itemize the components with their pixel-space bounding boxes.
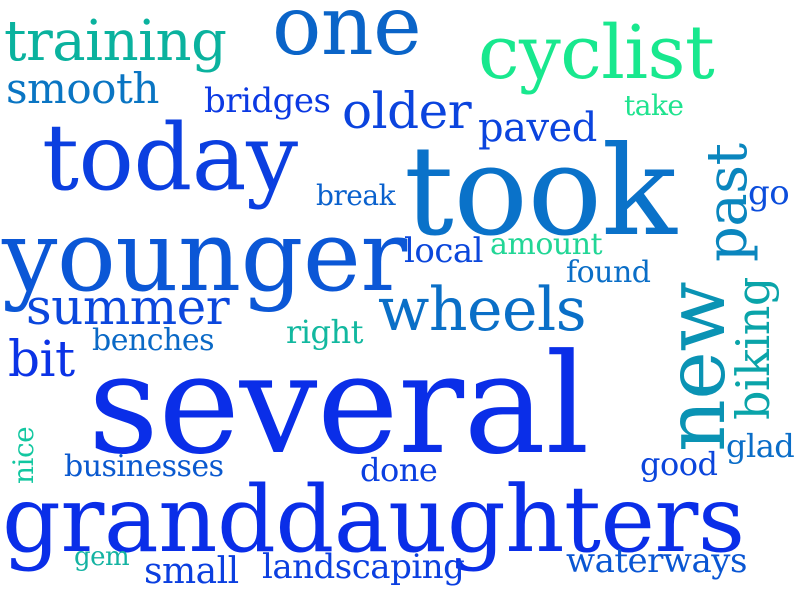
word-younger: younger: [2, 200, 407, 314]
word-waterways: waterways: [566, 541, 747, 581]
word-landscaping: landscaping: [262, 547, 465, 587]
word-nice: nice: [7, 426, 40, 484]
word-break: break: [316, 179, 396, 212]
word-paved: paved: [478, 105, 597, 151]
word-granddaughters: granddaughters: [2, 466, 745, 573]
word-take: take: [624, 89, 684, 122]
word-gem: gem: [74, 542, 130, 572]
word-small: small: [144, 551, 239, 592]
word-businesses: businesses: [64, 449, 224, 484]
word-cyclist: cyclist: [478, 10, 715, 96]
word-took: took: [404, 120, 677, 264]
word-local: local: [404, 231, 484, 271]
word-biking: biking: [726, 277, 780, 420]
word-benches: benches: [92, 323, 215, 358]
word-summer: summer: [26, 278, 230, 336]
word-found: found: [566, 255, 651, 290]
word-done: done: [360, 451, 438, 489]
word-bit: bit: [8, 330, 75, 388]
word-training: training: [4, 9, 227, 74]
word-one: one: [272, 0, 422, 74]
word-right: right: [286, 313, 363, 351]
word-wheels: wheels: [378, 275, 587, 345]
word-glad: glad: [726, 427, 795, 465]
word-bridges: bridges: [204, 81, 331, 121]
word-go: go: [748, 173, 790, 213]
word-amount: amount: [490, 227, 603, 262]
word-older: older: [342, 82, 472, 140]
word-smooth: smooth: [6, 64, 159, 113]
word-several: several: [88, 324, 590, 485]
word-good: good: [640, 445, 718, 483]
word-today: today: [42, 104, 298, 211]
